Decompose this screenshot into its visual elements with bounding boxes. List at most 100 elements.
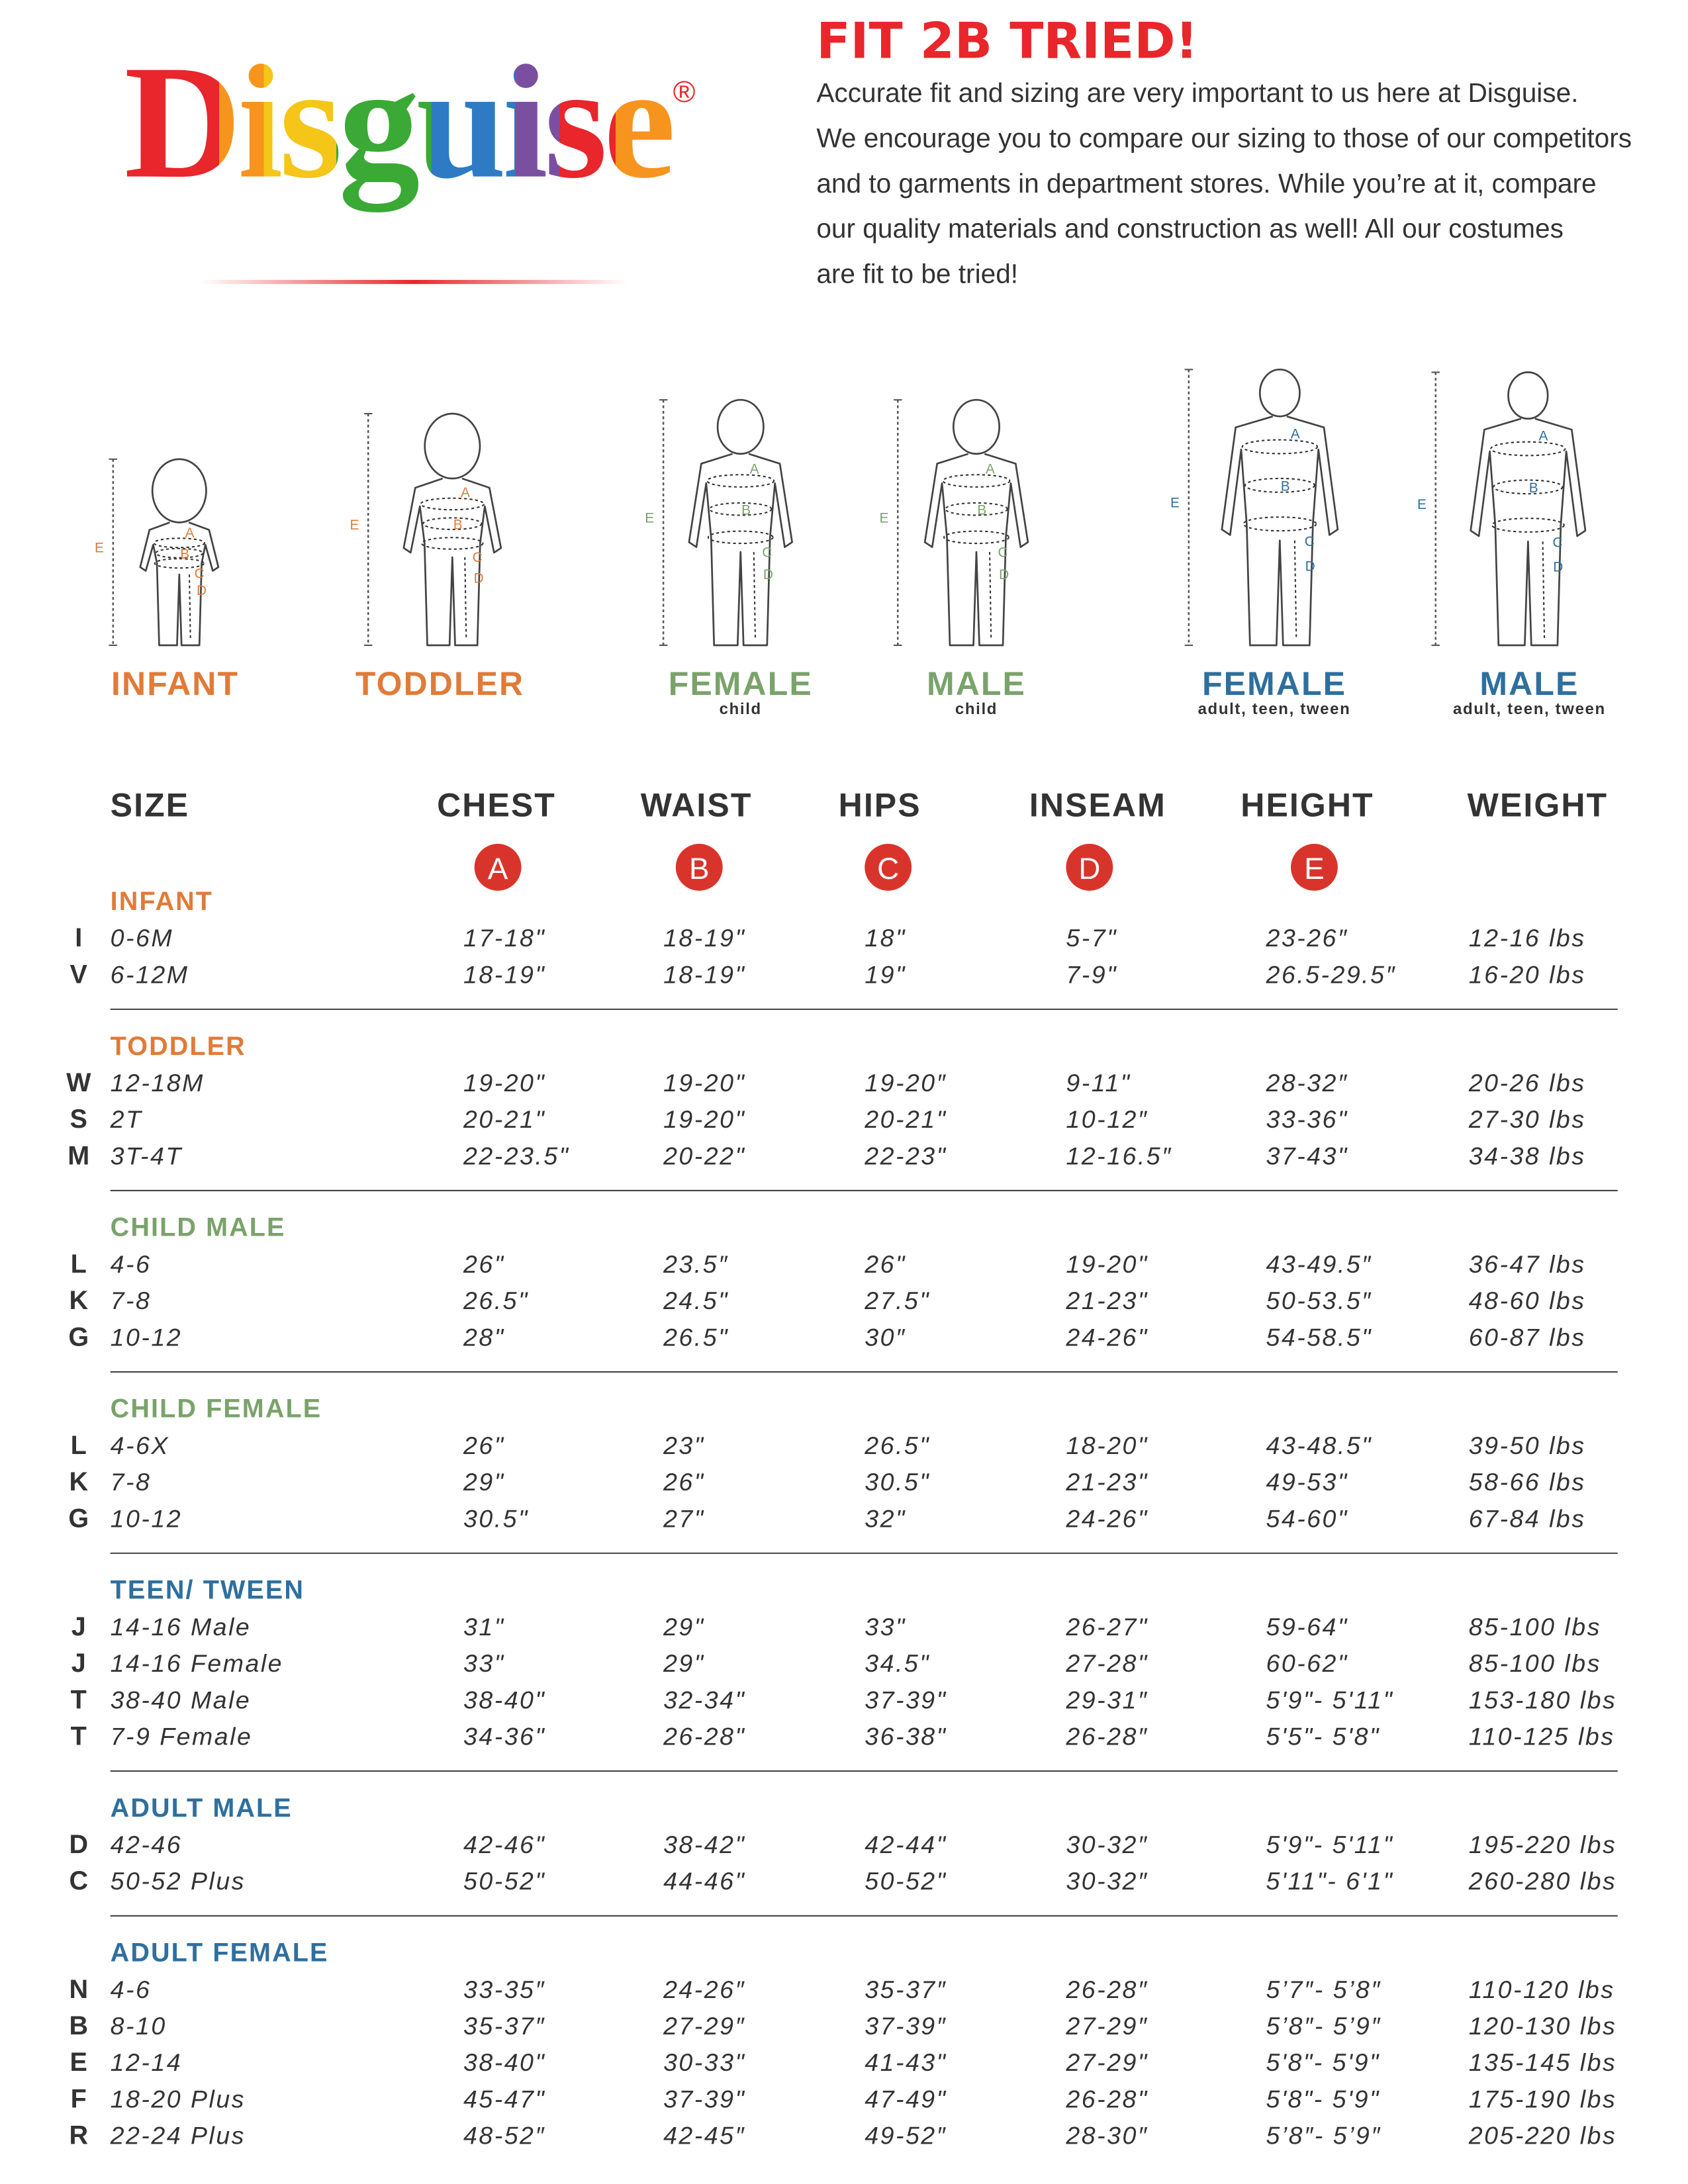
size-code: C [69, 1866, 88, 1895]
size-name: 6-12M [111, 960, 189, 988]
size-value: 19-20" [1066, 1250, 1148, 1278]
size-value: 85-100 lbs [1469, 1649, 1601, 1677]
figure-body [1221, 415, 1339, 647]
size-value: 24.5" [663, 1287, 729, 1314]
size-value: 10-12″ [1066, 1105, 1148, 1133]
size-code: N [69, 1975, 88, 2004]
measure-ring [1241, 439, 1319, 455]
measure-ring [154, 558, 205, 569]
size-value: 36-38" [865, 1722, 947, 1750]
size-value: 22-23" [864, 1142, 947, 1169]
size-value: 5'8"- 5'9" [1266, 2048, 1380, 2076]
figure-head [151, 458, 207, 523]
figure-marker: B [977, 503, 986, 518]
size-value: 5'9"- 5'11" [1266, 1831, 1394, 1858]
size-value: 110-125 lbs [1469, 1722, 1615, 1750]
size-value: 30-32″ [1066, 1867, 1148, 1895]
size-value: 26.5" [663, 1323, 729, 1351]
size-value: 30-32″ [1066, 1831, 1148, 1858]
size-value: 42-46" [463, 1831, 545, 1858]
size-value: 32" [865, 1504, 906, 1532]
figure-label: TODDLER [355, 665, 524, 702]
size-value: 37-39″ [865, 2012, 947, 2040]
size-name: 50-52 Plus [111, 1867, 246, 1895]
size-value: 5'5"- 5'8" [1266, 1722, 1380, 1750]
size-value: 26" [864, 1250, 906, 1278]
figure-label: INFANT [111, 665, 239, 702]
figure-body [1470, 418, 1587, 647]
size-value: 27-30 lbs [1468, 1105, 1586, 1133]
size-value: 26.5" [463, 1287, 529, 1314]
size-code: L [71, 1250, 87, 1279]
size-value: 36-47 lbs [1469, 1250, 1586, 1278]
size-value: 20-26 lbs [1468, 1069, 1586, 1097]
size-value: 19-20" [463, 1069, 545, 1097]
size-value: 135-145 lbs [1469, 2048, 1617, 2076]
badge-letter: C [877, 852, 899, 886]
measure-badge [675, 844, 723, 891]
size-code: E [70, 2048, 87, 2077]
registered-mark: ® [673, 75, 696, 109]
figure-marker: A [750, 461, 759, 477]
size-value: 21-23" [1065, 1287, 1148, 1314]
figure-marker: D [999, 567, 1009, 582]
measure-ring [945, 502, 1008, 516]
figure-head [716, 398, 765, 455]
size-code: B [69, 2011, 88, 2040]
size-value: 12-16 lbs [1469, 924, 1586, 952]
measure-ring [1244, 477, 1315, 493]
size-value: 54-60" [1266, 1504, 1348, 1532]
size-value: 16-20 lbs [1469, 960, 1586, 988]
size-value: 26" [463, 1250, 505, 1278]
size-value: 26-28" [663, 1722, 745, 1750]
size-value: 29" [463, 1468, 505, 1496]
size-value: 48-52″ [463, 2122, 545, 2150]
size-value: 29" [663, 1649, 705, 1677]
size-value: 33-36" [1266, 1105, 1348, 1133]
size-value: 30-33" [663, 2048, 745, 2076]
size-code: D [69, 1830, 88, 1859]
size-name: 14-16 Female [111, 1649, 283, 1677]
size-value: 19-20" [663, 1069, 745, 1097]
intro-line: We encourage you to compare our sizing t… [816, 123, 1632, 154]
column-header: WEIGHT [1468, 786, 1608, 823]
intro-line: Accurate fit and sizing are very importa… [816, 77, 1578, 108]
size-value: 37-39" [663, 2085, 745, 2113]
size-name: 18-20 Plus [111, 2085, 246, 2113]
figure-marker: D [763, 567, 773, 582]
size-value: 43-49.5″ [1266, 1250, 1372, 1278]
logo: Disguise [124, 32, 676, 212]
figure-marker: C [473, 550, 483, 565]
size-value: 26" [663, 1468, 705, 1496]
figure-marker: E [95, 540, 104, 555]
size-value: 27.5" [864, 1287, 930, 1314]
measure-ring [155, 547, 204, 559]
figure-marker: D [1305, 559, 1315, 574]
measure-ring [421, 537, 484, 550]
size-value: 26.5" [864, 1432, 930, 1459]
size-value: 30.5" [865, 1468, 930, 1496]
size-code: M [68, 1141, 89, 1170]
size-name: 7-8 [111, 1468, 152, 1496]
figure-label: MALE [1479, 665, 1579, 702]
size-value: 38-40" [463, 1686, 545, 1713]
size-value: 27" [663, 1504, 705, 1532]
size-value: 23" [663, 1432, 705, 1459]
size-value: 58-66 lbs [1469, 1468, 1586, 1496]
column-header: CHEST [437, 786, 556, 823]
inseam-line [1542, 541, 1546, 640]
size-code: I [75, 923, 82, 952]
size-value: 45-47" [463, 2085, 545, 2113]
inseam-line [988, 552, 992, 640]
size-value: 38-42" [663, 1831, 745, 1858]
size-value: 54-58.5" [1266, 1323, 1373, 1351]
figure-label: FEMALE [669, 665, 813, 702]
size-name: 14-16 Male [111, 1613, 252, 1641]
measure-ring [1493, 479, 1564, 495]
size-name: 38-40 Male [111, 1686, 252, 1713]
size-value: 5'8"- 5'9" [1266, 2085, 1380, 2113]
size-code: F [71, 2084, 87, 2113]
size-value: 33" [865, 1613, 906, 1641]
size-name: 22-24 Plus [110, 2122, 246, 2150]
